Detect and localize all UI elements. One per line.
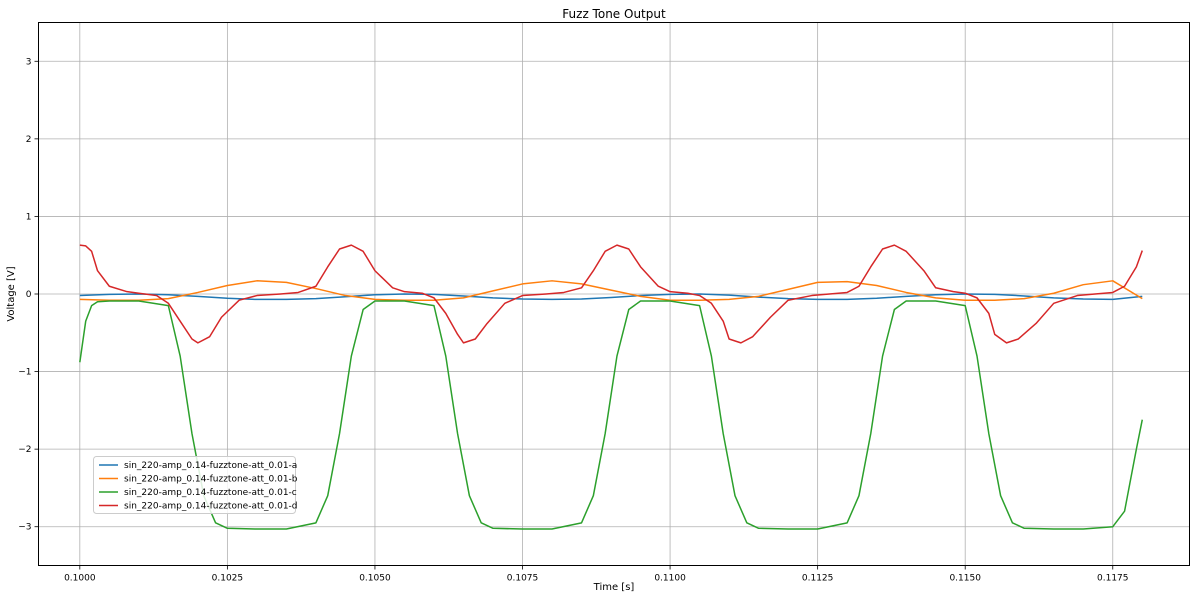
legend-label: sin_220-amp_0.14-fuzztone-att_0.01-b bbox=[124, 475, 298, 485]
y-axis-label: Voltage [V] bbox=[6, 266, 17, 321]
plot-lines bbox=[79, 244, 1144, 530]
legend-label: sin_220-amp_0.14-fuzztone-att_0.01-c bbox=[124, 488, 297, 498]
y-axis-ticks: −3 −2 −1 0 1 2 3 bbox=[18, 57, 39, 533]
series-line-3 bbox=[79, 300, 1144, 530]
x-tick-label: 0.1025 bbox=[212, 574, 244, 584]
legend-label: sin_220-amp_0.14-fuzztone-att_0.01-d bbox=[124, 502, 298, 512]
legend: sin_220-amp_0.14-fuzztone-att_0.01-a sin_… bbox=[93, 456, 298, 514]
legend-box bbox=[93, 456, 296, 514]
x-axis-ticks: 0.1000 0.1025 0.1050 0.1075 0.1100 0.1125 0.11… bbox=[64, 565, 1129, 584]
x-tick-label: 0.1125 bbox=[802, 574, 834, 584]
y-tick-label: 0 bbox=[26, 290, 32, 300]
x-tick-label: 0.1175 bbox=[1097, 574, 1129, 584]
y-tick-label: 3 bbox=[26, 57, 32, 67]
grid bbox=[38, 22, 1190, 566]
series-line-2 bbox=[79, 280, 1143, 301]
x-tick-label: 0.1050 bbox=[359, 574, 391, 584]
series-line-4 bbox=[79, 244, 1143, 344]
y-tick-label: −1 bbox=[18, 368, 31, 378]
chart-title: Fuzz Tone Output bbox=[562, 7, 666, 21]
x-axis-label: Time [s] bbox=[593, 582, 635, 593]
y-tick-label: 1 bbox=[26, 212, 32, 222]
legend-label: sin_220-amp_0.14-fuzztone-att_0.01-a bbox=[124, 461, 297, 471]
x-tick-label: 0.1075 bbox=[507, 574, 539, 584]
y-tick-label: −3 bbox=[18, 523, 31, 533]
x-tick-label: 0.1100 bbox=[654, 574, 686, 584]
x-tick-label: 0.1000 bbox=[64, 574, 96, 584]
series-line-1 bbox=[79, 293, 1143, 301]
y-tick-label: −2 bbox=[18, 445, 31, 455]
y-tick-label: 2 bbox=[26, 135, 32, 145]
x-tick-label: 0.1150 bbox=[949, 574, 981, 584]
